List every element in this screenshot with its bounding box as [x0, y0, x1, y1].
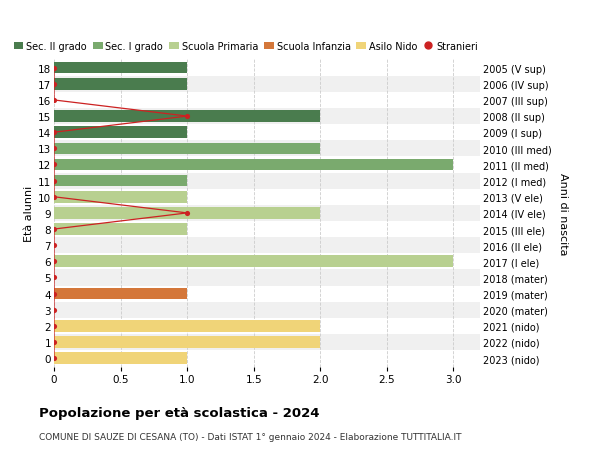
Point: [182, 113, 192, 121]
Bar: [54, 238, 480, 254]
Bar: [54, 224, 187, 235]
Point: [49, 355, 59, 362]
Point: [49, 81, 59, 88]
Bar: [54, 175, 187, 187]
Point: [49, 97, 59, 104]
Bar: [54, 256, 454, 268]
Bar: [54, 302, 480, 318]
Bar: [54, 109, 480, 125]
Y-axis label: Età alunni: Età alunni: [24, 185, 34, 241]
Legend: Sec. II grado, Sec. I grado, Scuola Primaria, Scuola Infanzia, Asilo Nido, Stran: Sec. II grado, Sec. I grado, Scuola Prim…: [14, 42, 478, 52]
Point: [49, 129, 59, 137]
Point: [49, 162, 59, 169]
Point: [49, 274, 59, 281]
Bar: [54, 79, 187, 90]
Y-axis label: Anni di nascita: Anni di nascita: [558, 172, 568, 255]
Point: [49, 290, 59, 297]
Point: [49, 306, 59, 313]
Text: Popolazione per età scolastica - 2024: Popolazione per età scolastica - 2024: [39, 406, 320, 419]
Bar: [54, 288, 187, 300]
Point: [182, 210, 192, 217]
Bar: [54, 159, 454, 171]
Point: [49, 146, 59, 153]
Point: [49, 194, 59, 201]
Point: [49, 323, 59, 330]
Bar: [54, 334, 480, 350]
Bar: [54, 191, 187, 203]
Bar: [54, 320, 320, 332]
Point: [49, 178, 59, 185]
Point: [49, 258, 59, 265]
Bar: [54, 111, 320, 123]
Bar: [54, 205, 480, 222]
Bar: [54, 270, 480, 286]
Point: [49, 65, 59, 72]
Bar: [54, 63, 187, 74]
Bar: [54, 336, 320, 348]
Point: [49, 226, 59, 233]
Bar: [54, 141, 480, 157]
Bar: [54, 173, 480, 189]
Bar: [54, 77, 480, 93]
Point: [49, 242, 59, 249]
Point: [49, 339, 59, 346]
Bar: [54, 207, 320, 219]
Text: COMUNE DI SAUZE DI CESANA (TO) - Dati ISTAT 1° gennaio 2024 - Elaborazione TUTTI: COMUNE DI SAUZE DI CESANA (TO) - Dati IS…: [39, 432, 461, 442]
Bar: [54, 127, 187, 139]
Bar: [54, 353, 187, 364]
Bar: [54, 143, 320, 155]
